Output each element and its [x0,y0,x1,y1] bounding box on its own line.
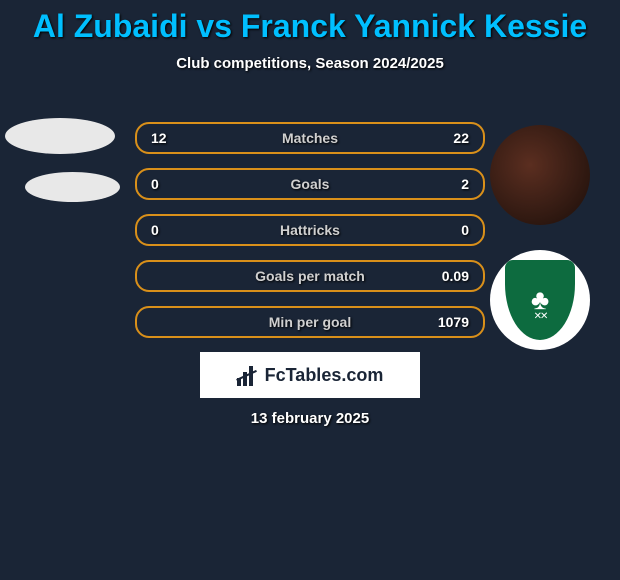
palm-icon: ♣ [531,286,549,314]
swords-icon: ✕✕ [534,311,547,322]
branding-text: FcTables.com [265,365,384,386]
player-left-club-placeholder [25,172,120,202]
stat-row-matches: 12 Matches 22 [135,122,485,154]
player-right-club-badge: ♣ ✕✕ [490,250,590,350]
stat-left-value: 0 [151,176,159,192]
page-title: Al Zubaidi vs Franck Yannick Kessie [0,0,620,45]
stat-right-value: 2 [461,176,469,192]
stat-row-goals-per-match: Goals per match 0.09 [135,260,485,292]
stat-right-value: 1079 [438,314,469,330]
stat-right-value: 22 [453,130,469,146]
stat-left-value: 0 [151,222,159,238]
stat-label: Hattricks [280,222,340,238]
bar-chart-icon [237,364,259,386]
player-left-photo-placeholder [5,118,115,154]
page-subtitle: Club competitions, Season 2024/2025 [0,55,620,72]
stat-label: Goals per match [255,268,365,284]
player-right-avatars: ♣ ✕✕ [490,125,590,350]
date-text: 13 february 2025 [0,410,620,427]
stat-right-value: 0.09 [442,268,469,284]
stat-row-hattricks: 0 Hattricks 0 [135,214,485,246]
player-right-photo [490,125,590,225]
stats-container: 12 Matches 22 0 Goals 2 0 Hattricks 0 Go… [135,122,485,352]
branding-box: FcTables.com [200,352,420,398]
stat-left-value: 12 [151,130,167,146]
player-left-avatars [5,118,120,220]
stat-right-value: 0 [461,222,469,238]
stat-label: Min per goal [269,314,351,330]
stat-row-goals: 0 Goals 2 [135,168,485,200]
shield-icon: ♣ ✕✕ [505,260,575,340]
stat-row-min-per-goal: Min per goal 1079 [135,306,485,338]
stat-label: Matches [282,130,338,146]
stat-label: Goals [291,176,330,192]
